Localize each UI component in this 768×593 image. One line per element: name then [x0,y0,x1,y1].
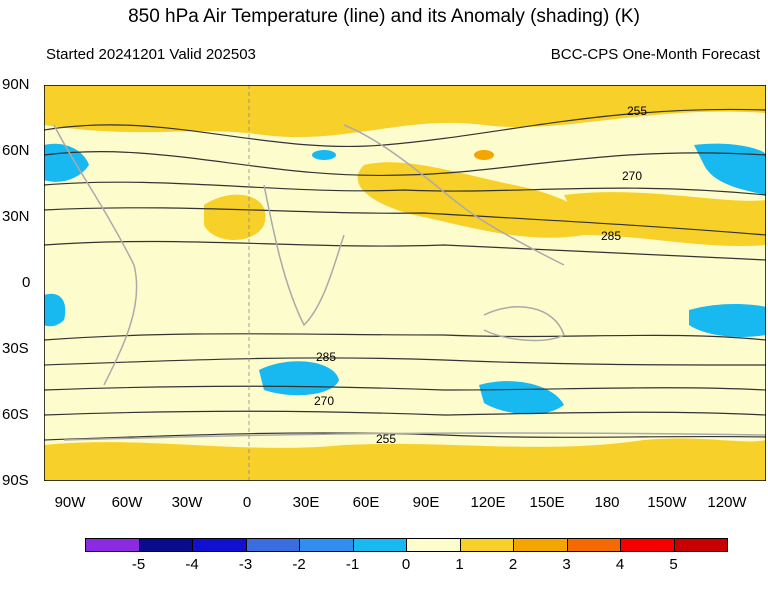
colorbar-swatch [459,538,514,552]
colorbar-swatch [192,538,247,552]
lat-label: 60N [2,142,30,159]
warm-anomaly-peak [474,150,494,160]
colorbar-label: -2 [292,556,306,573]
colorbar-swatch [245,538,300,552]
lat-label: 90S [2,472,29,489]
map-background [44,85,766,481]
warm-anomaly-africa [204,194,266,240]
forecast-source: BCC-CPS One-Month Forecast [550,46,760,63]
colorbar-label: -4 [185,556,199,573]
lon-label: 60W [111,494,143,511]
colorbar-label: 0 [401,556,411,573]
cold-anomaly-east-pacific [689,303,766,337]
cold-anomaly-west [44,293,66,327]
coastlines [53,124,767,441]
colorbar-swatch [673,538,728,552]
warm-anomaly-north [44,85,766,138]
map-panel: 255 270 285 285 270 255 [43,84,767,482]
lon-label: 30W [171,494,203,511]
lon-label: 180 [594,494,620,511]
lon-label: 150W [647,494,687,511]
lon-label: 120E [470,494,506,511]
colorbar-swatch [352,538,407,552]
lon-label: 150E [529,494,565,511]
lat-label: 60S [2,406,29,423]
lon-label: 90E [412,494,440,511]
contour-label: 270 [314,394,334,408]
warm-anomaly-south [44,438,766,481]
lon-label: 30E [292,494,320,511]
anomaly-map: 255 270 285 285 270 255 [43,84,767,482]
lon-label: 90W [54,494,86,511]
contour-label: 255 [627,104,647,118]
colorbar-label: -1 [345,556,360,573]
colorbar-label: 2 [508,556,518,573]
lat-label: 30N [2,208,30,225]
colorbar-swatch [299,538,354,552]
colorbar-label: 1 [455,556,464,573]
lon-label: 120W [707,494,747,511]
lat-label: 30S [2,340,29,357]
warm-anomaly-pacific [564,192,766,247]
colorbar-swatch [138,538,193,552]
start-valid-dates: Started 20241201 Valid 202503 [46,46,256,63]
map-title: 850 hPa Air Temperature (line) and its A… [128,6,640,27]
colorbar-label: 3 [562,556,571,573]
colorbar-label: 5 [669,556,678,573]
colorbar-label: -3 [238,556,253,573]
colorbar-label: -5 [131,556,146,573]
lat-label: 90N [2,76,30,93]
lat-label: 0 [22,274,31,291]
contour-label: 255 [376,432,396,446]
colorbar-swatch [406,538,461,552]
lon-label: 60E [352,494,380,511]
lon-label: 0 [242,494,252,511]
colorbar-swatch [85,538,140,552]
colorbar-swatch [566,538,621,552]
colorbar-label: 4 [615,556,625,573]
colorbar-swatch [620,538,675,552]
cold-anomaly-alaska [694,143,766,195]
contour-label: 285 [316,350,336,364]
contour-label: 270 [622,169,642,183]
contour-label: 285 [601,229,621,243]
cold-anomaly-small [312,150,336,160]
colorbar-swatch [513,538,568,552]
temperature-contours [43,108,767,441]
